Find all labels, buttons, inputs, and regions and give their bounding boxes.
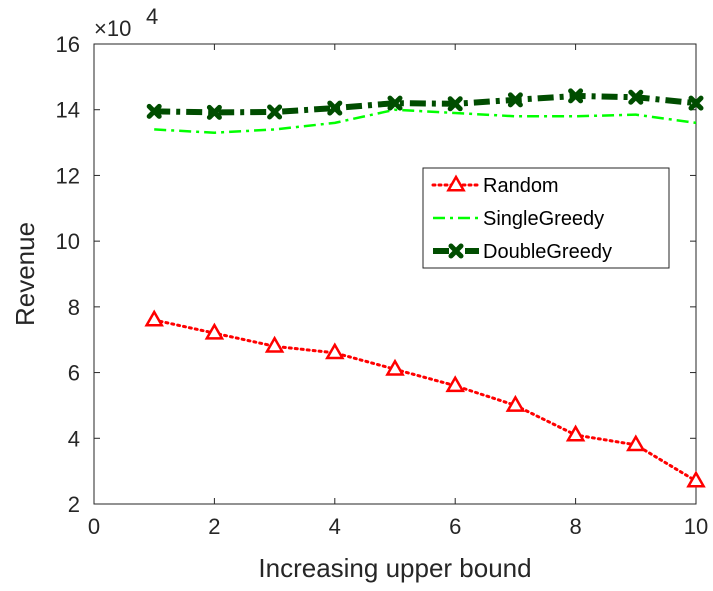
data-point-random [264, 335, 285, 353]
data-point-random [626, 434, 646, 452]
data-point-random [144, 309, 164, 327]
data-point-random [686, 470, 706, 488]
data-point-random [445, 375, 465, 393]
data-point-doublegreedy [206, 104, 222, 120]
y-axis-label: Revenue [10, 222, 40, 326]
y-tick-label: 2 [68, 492, 80, 517]
legend-label: DoubleGreedy [483, 241, 612, 263]
series-random [144, 309, 706, 488]
y-tick-label: 16 [56, 32, 80, 57]
data-point-doublegreedy [387, 95, 403, 111]
data-point-doublegreedy [447, 96, 463, 112]
y-tick-label: 6 [68, 361, 80, 386]
legend-item-random: Random [431, 174, 559, 197]
data-point-doublegreedy [327, 100, 343, 116]
legend-label: Random [483, 175, 559, 197]
y-multiplier-label: ×10 [94, 16, 131, 41]
data-point-doublegreedy [146, 103, 162, 119]
series-line-random [152, 318, 698, 483]
series-line-singlegreedy [154, 108, 697, 134]
plot-area [93, 43, 697, 505]
x-tick-label: 2 [208, 514, 220, 539]
data-point-doublegreedy [568, 88, 584, 104]
x-axis-label: Increasing upper bound [258, 553, 531, 583]
x-tick-label: 10 [684, 514, 708, 539]
data-point-doublegreedy [507, 92, 523, 108]
y-multiplier-exponent: 4 [146, 4, 158, 29]
legend-item-singlegreedy: SingleGreedy [433, 208, 604, 230]
data-point-doublegreedy [267, 104, 283, 120]
data-point-doublegreedy [628, 89, 644, 105]
data-point-random [385, 358, 405, 376]
x-tick-label: 6 [449, 514, 461, 539]
data-point-doublegreedy [688, 95, 704, 111]
x-tick-label: 4 [329, 514, 341, 539]
y-tick-label: 10 [56, 229, 80, 254]
series-doublegreedy [146, 88, 704, 120]
legend-marker [448, 243, 464, 259]
series-layer [144, 88, 706, 488]
x-tick-label: 8 [569, 514, 581, 539]
data-point-random [505, 394, 526, 412]
y-tick-label: 8 [68, 295, 80, 320]
series-singlegreedy [154, 108, 697, 134]
series-line-doublegreedy [154, 92, 697, 116]
legend-marker [446, 174, 466, 192]
data-point-random [204, 322, 225, 340]
data-point-random [565, 424, 586, 442]
y-tick-label: 14 [56, 98, 80, 123]
legend-item-doublegreedy: DoubleGreedy [433, 241, 612, 263]
y-tick-label: 12 [56, 163, 80, 188]
x-tick-label: 0 [88, 514, 100, 539]
data-point-random [325, 342, 345, 360]
y-tick-label: 4 [68, 426, 80, 451]
legend: Random SingleGreedy DoubleGreedy [422, 167, 670, 269]
legend-label: SingleGreedy [483, 208, 604, 230]
